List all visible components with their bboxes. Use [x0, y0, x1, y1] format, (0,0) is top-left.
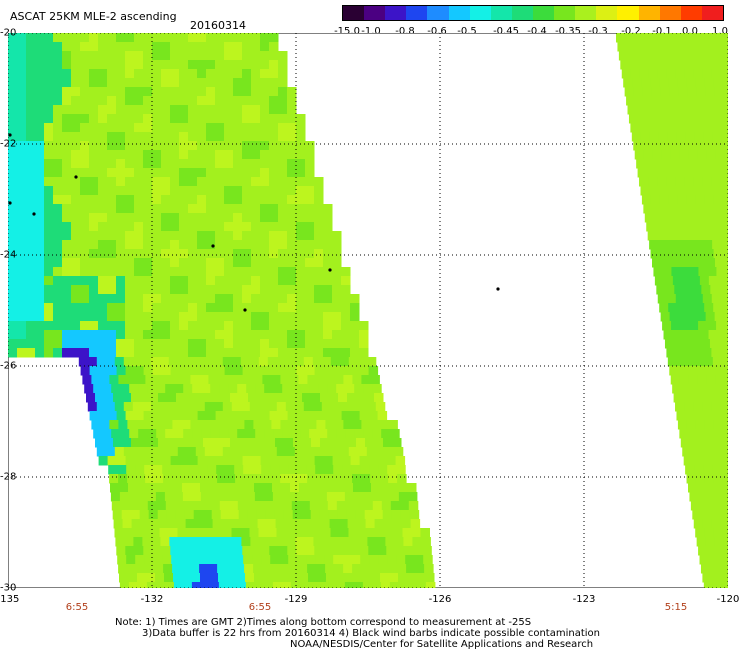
colorbar-swatch — [680, 6, 702, 20]
right-swath — [616, 33, 728, 588]
note-line-3: NOAA/NESDIS/Center for Satellite Applica… — [290, 639, 594, 650]
colorbar-swatch — [596, 6, 618, 20]
colorbar-swatch — [617, 6, 639, 20]
colorbar-swatch — [448, 6, 470, 20]
lat-label: -24 — [0, 249, 17, 261]
colorbar-swatch — [427, 6, 449, 20]
header-date: 20160314 — [190, 19, 246, 32]
colorbar — [342, 5, 724, 21]
lat-label: -30 — [0, 582, 17, 594]
time-label: 6:55 — [248, 602, 272, 613]
lon-label: -126 — [428, 594, 452, 605]
colorbar-swatch — [659, 6, 681, 20]
contamination-marks — [8, 133, 500, 312]
colorbar-swatch — [638, 6, 660, 20]
note-line-2: 3)Data buffer is 22 hrs from 20160314 4)… — [142, 628, 600, 639]
colorbar-label: -0.5 — [457, 26, 477, 37]
colorbar-swatch — [532, 6, 555, 20]
lat-label: -22 — [0, 138, 17, 150]
lat-label: -28 — [0, 471, 17, 483]
colorbar-label: -15.0 — [334, 26, 360, 37]
lon-label: -123 — [572, 594, 596, 605]
time-label: 6:55 — [65, 602, 89, 613]
colorbar-swatch — [385, 6, 407, 20]
colorbar-swatch — [364, 6, 386, 20]
lat-label: -26 — [0, 360, 17, 372]
colorbar-label: -1.0 — [361, 26, 381, 37]
note-line-1: Note: 1) Times are GMT 2)Times along bot… — [115, 617, 532, 628]
colorbar-label: 0.0 — [682, 26, 698, 37]
colorbar-swatch — [343, 6, 365, 20]
swath-map — [8, 33, 728, 588]
lon-label: -132 — [140, 594, 164, 605]
lon-label: -135 — [0, 594, 20, 605]
colorbar-swatch — [406, 6, 428, 20]
colorbar-label: -0.3 — [588, 26, 608, 37]
colorbar-label: -0.1 — [652, 26, 672, 37]
colorbar-label: 1.0 — [712, 26, 728, 37]
left-swath — [8, 33, 436, 588]
time-label: 5:15 — [664, 602, 688, 613]
lon-label: -120 — [716, 594, 740, 605]
lat-label: -20 — [0, 27, 17, 39]
lon-label: -129 — [284, 594, 308, 605]
colorbar-swatch — [490, 6, 512, 20]
colorbar-label: -0.8 — [395, 26, 415, 37]
colorbar-label: -0.35 — [555, 26, 581, 37]
grid-lines — [8, 33, 728, 588]
colorbar-swatch — [554, 6, 576, 20]
colorbar-swatch — [511, 6, 533, 20]
colorbar-swatch — [575, 6, 597, 20]
header-title: ASCAT 25KM MLE-2 ascending — [10, 10, 177, 23]
colorbar-swatch — [469, 6, 491, 20]
colorbar-label: -0.6 — [427, 26, 447, 37]
colorbar-label: -0.4 — [527, 26, 547, 37]
colorbar-label: -0.2 — [621, 26, 641, 37]
colorbar-label: -0.45 — [493, 26, 519, 37]
colorbar-swatch — [701, 6, 723, 20]
